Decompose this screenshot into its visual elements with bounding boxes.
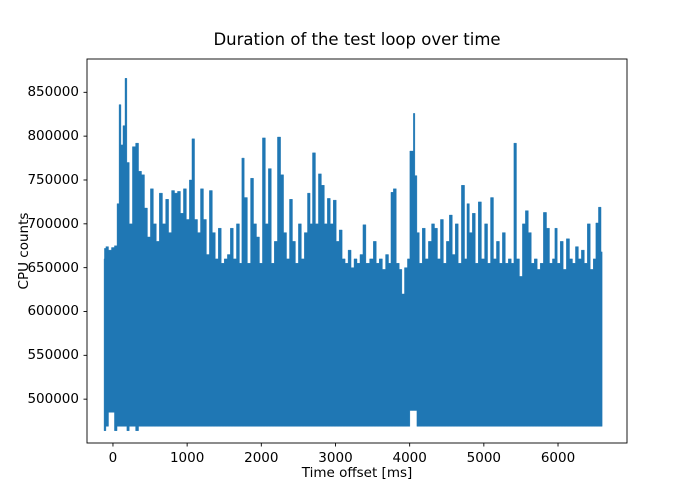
y-tick-label: 500000: [27, 391, 79, 408]
data-series-line: [103, 78, 603, 431]
x-tick-label: 0: [108, 450, 118, 466]
y-tick-label: 850000: [27, 84, 79, 101]
x-tick-label: 3000: [318, 450, 353, 466]
x-tick-label: 4000: [392, 450, 427, 466]
axes-border: [86, 58, 628, 444]
x-tick-label: 5000: [466, 450, 502, 466]
y-tick-label: 650000: [27, 259, 79, 276]
y-tick-label: 750000: [27, 171, 79, 188]
y-tick-label: 800000: [27, 128, 79, 145]
x-tick-label: 6000: [540, 450, 576, 466]
y-tick-label: 600000: [27, 303, 79, 320]
chart-title: Duration of the test loop over time: [213, 30, 501, 49]
x-tick-label: 2000: [244, 450, 279, 466]
y-tick-label: 700000: [27, 215, 79, 232]
x-tick-label: 1000: [169, 450, 205, 466]
y-tick-label: 550000: [27, 347, 79, 364]
x-axis-label: Time offset [ms]: [301, 465, 413, 481]
